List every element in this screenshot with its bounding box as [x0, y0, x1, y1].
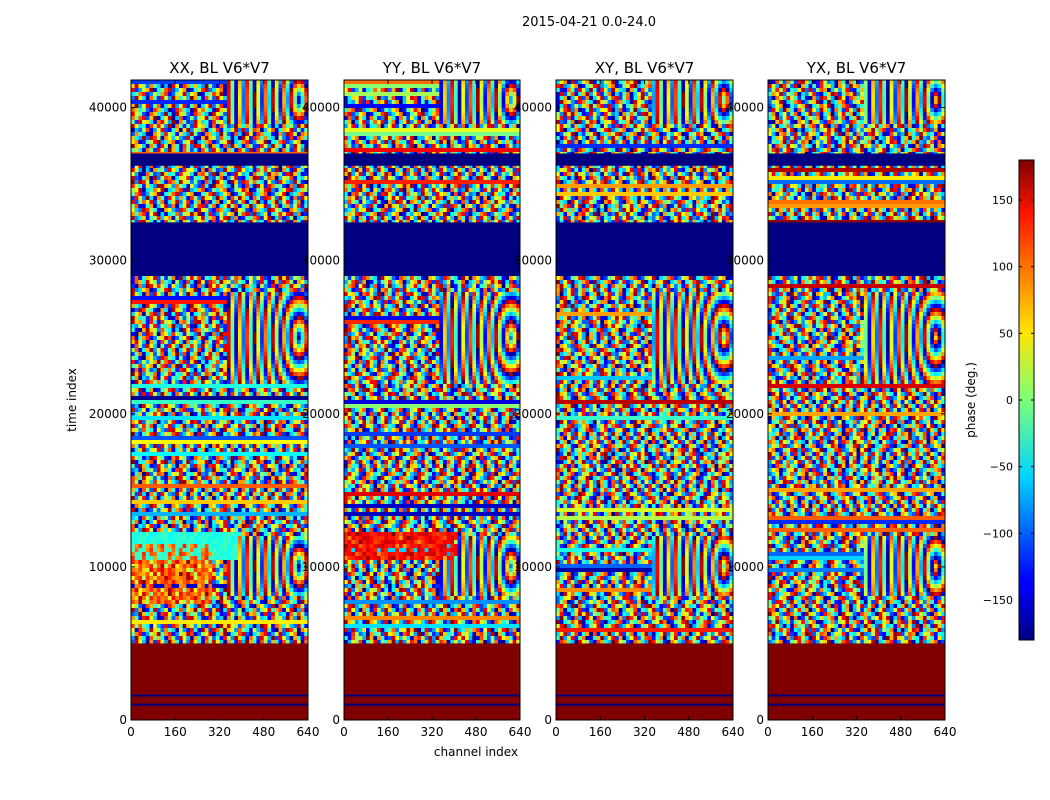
colorbar-tick-label: −150	[983, 594, 1013, 607]
flag-line	[556, 703, 733, 706]
y-tick-label: 10000	[89, 560, 127, 574]
heatmap-xy	[556, 80, 733, 720]
panel-yx: YX, BL V6*V7 0 160 320 480 640 0 10000 20000 300…	[726, 59, 957, 739]
phase-band	[131, 153, 308, 166]
colorbar: −150 −100 −50 0 50 100 150 phase (deg.)	[964, 159, 1035, 641]
heatmap-yy	[344, 80, 520, 720]
x-axis-label: channel index	[434, 745, 518, 759]
flag-line	[768, 703, 945, 706]
y-tick-label: 40000	[302, 101, 340, 115]
y-tick-label: 10000	[726, 560, 764, 574]
x-tick-label: 480	[465, 725, 488, 739]
y-tick-label: 20000	[514, 407, 552, 421]
y-tick-label: 30000	[302, 254, 340, 268]
y-tick-label: 30000	[726, 254, 764, 268]
x-tick-label: 640	[722, 725, 745, 739]
phase-band	[344, 222, 520, 276]
axis-ticks-xx: 0 160 320 480 640 0 10000 20000 30000 40000	[89, 80, 320, 739]
phase-band	[556, 153, 733, 166]
flag-line	[344, 694, 520, 697]
y-tick-label: 0	[332, 713, 340, 727]
y-tick-label: 40000	[514, 101, 552, 115]
axis-ticks-yx: 0 160 320 480 640 0 10000 20000 30000 40000	[726, 80, 957, 739]
flag-line	[768, 694, 945, 697]
panel-title-xy: XY, BL V6*V7	[595, 59, 695, 77]
axis-ticks-xy: 0 160 320 480 640 0 10000 20000 30000 40000	[514, 80, 745, 739]
y-tick-label: 30000	[89, 254, 127, 268]
x-tick-label: 320	[633, 725, 656, 739]
y-tick-label: 0	[544, 713, 552, 727]
flag-line	[556, 694, 733, 697]
axis-ticks-yy: 0 160 320 480 640 0 10000 20000 30000 40000	[302, 80, 532, 739]
y-tick-label: 0	[756, 713, 764, 727]
y-tick-label: 0	[119, 713, 127, 727]
phase-band	[131, 222, 308, 276]
colorbar-tick-label: −50	[990, 461, 1013, 474]
x-tick-label: 640	[934, 725, 957, 739]
x-tick-label: 0	[764, 725, 772, 739]
phase-band	[768, 153, 945, 166]
phase-band	[556, 643, 733, 720]
y-tick-label: 40000	[89, 101, 127, 115]
flag-line	[344, 703, 520, 706]
y-tick-label: 30000	[514, 254, 552, 268]
flag-line	[131, 694, 308, 697]
x-tick-label: 480	[677, 725, 700, 739]
phase-band	[344, 643, 520, 720]
phase-band	[768, 643, 945, 720]
x-tick-label: 480	[889, 725, 912, 739]
x-tick-label: 320	[421, 725, 444, 739]
flag-line	[131, 703, 308, 706]
panel-title-xx: XX, BL V6*V7	[169, 59, 270, 77]
x-tick-label: 320	[845, 725, 868, 739]
colorbar-ticks: −150 −100 −50 0 50 100 150	[983, 194, 1034, 607]
x-tick-label: 160	[377, 725, 400, 739]
y-tick-label: 20000	[302, 407, 340, 421]
x-tick-label: 640	[297, 725, 320, 739]
panel-xx: XX, BL V6*V7 0 160 320 480 640 0 10000 20000 300…	[89, 59, 320, 739]
phase-band	[556, 222, 733, 276]
phase-band	[344, 153, 520, 166]
heatmap-xx	[131, 80, 308, 720]
phase-band	[768, 222, 945, 276]
colorbar-tick-label: 50	[999, 327, 1013, 340]
x-tick-label: 640	[509, 725, 532, 739]
colorbar-tick-label: −100	[983, 527, 1013, 540]
y-tick-label: 10000	[514, 560, 552, 574]
colorbar-tick-label: 150	[992, 194, 1013, 207]
x-tick-label: 320	[208, 725, 231, 739]
figure-suptitle: 2015-04-21 0.0-24.0	[522, 15, 656, 30]
x-tick-label: 0	[127, 725, 135, 739]
colorbar-tick-label: 0	[1006, 394, 1013, 407]
heatmap-yx	[768, 80, 945, 720]
colorbar-label: phase (deg.)	[964, 362, 978, 438]
x-tick-label: 0	[340, 725, 348, 739]
y-axis-label: time index	[65, 368, 79, 432]
panel-yy: YY, BL V6*V7 0 160 320 480 640 0 10000 20000 300…	[302, 59, 532, 739]
colorbar-tick-label: 100	[992, 261, 1013, 274]
y-tick-label: 20000	[726, 407, 764, 421]
panel-xy: XY, BL V6*V7 0 160 320 480 640 0 10000 20000 300…	[514, 59, 745, 739]
panel-title-yy: YY, BL V6*V7	[382, 59, 481, 77]
x-tick-label: 160	[589, 725, 612, 739]
x-tick-label: 160	[164, 725, 187, 739]
x-tick-label: 160	[801, 725, 824, 739]
x-tick-label: 480	[252, 725, 275, 739]
x-tick-label: 0	[552, 725, 560, 739]
phase-band	[131, 643, 308, 720]
y-tick-label: 40000	[726, 101, 764, 115]
y-tick-label: 20000	[89, 407, 127, 421]
y-tick-label: 10000	[302, 560, 340, 574]
panel-title-yx: YX, BL V6*V7	[806, 59, 907, 77]
